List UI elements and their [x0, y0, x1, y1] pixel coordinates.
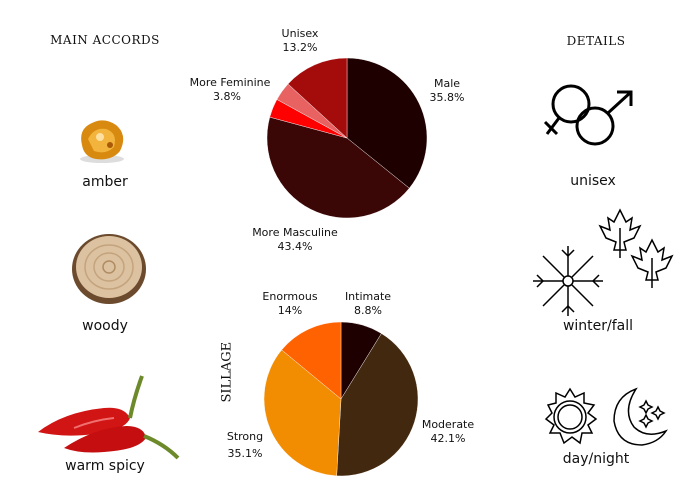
pie-slice-enormous: [281, 321, 342, 400]
maple-leaf-icon: [630, 238, 674, 288]
wood-slice-image: [72, 234, 146, 304]
pie1-label-male: Male 35.8%: [420, 77, 474, 105]
pie1-label-unisex: Unisex 13.2%: [270, 27, 330, 55]
slice-name: Intimate: [344, 290, 392, 303]
pie-slice-more-masculine: [266, 116, 410, 219]
details-title: DETAILS: [566, 34, 626, 48]
slice-name: More Feminine: [189, 76, 271, 89]
slice-value: 14%: [277, 304, 303, 317]
slice-value: 35.1%: [227, 447, 263, 460]
slice-name: Unisex: [281, 27, 319, 40]
amber-image: [80, 120, 124, 163]
slice-value: 3.8%: [213, 90, 241, 103]
pie-slice-moderate: [336, 333, 419, 477]
slice-name: Moderate: [421, 418, 475, 431]
moon-icon: [613, 387, 668, 446]
pie1-label-more-masculine: More Masculine 43.4%: [245, 226, 345, 254]
slice-value: 35.8%: [429, 91, 465, 104]
detail-label-winter-fall: winter/fall: [562, 318, 634, 334]
detail-label-unisex: unisex: [570, 173, 616, 189]
gender-symbols-icon: [543, 84, 633, 146]
pie-slice-strong: [263, 349, 342, 477]
pie2-label-enormous: Enormous 14%: [262, 290, 318, 318]
sun-moon-icon: [544, 387, 668, 446]
accord-label-woody: woody: [82, 318, 128, 334]
pie2-label-intimate: Intimate 8.8%: [340, 290, 396, 318]
maple-leaf-icon: [598, 208, 642, 258]
accord-label-amber: amber: [82, 174, 128, 190]
slice-value: 42.1%: [430, 432, 466, 445]
slice-name: Strong: [226, 430, 264, 443]
slice-value: 13.2%: [282, 41, 318, 54]
detail-label-day-night: day/night: [562, 451, 630, 467]
snowflake-leaves-icon: [533, 208, 674, 316]
slice-value: 43.4%: [277, 240, 313, 253]
slice-value: 8.8%: [354, 304, 382, 317]
pie-slice-unisex: [287, 57, 348, 139]
sun-icon: [544, 387, 598, 445]
pie2-label-strong: Strong 35.1%: [220, 428, 270, 462]
snowflake-icon: [533, 246, 603, 316]
pie1-label-more-feminine: More Feminine 3.8%: [180, 76, 280, 104]
chili-pepper-image: [38, 375, 180, 460]
pie2-label-moderate: Moderate 42.1%: [418, 418, 478, 446]
slice-name: Male: [433, 77, 461, 90]
sillage-title: SILLAGE: [219, 341, 235, 403]
main-accords-title: MAIN ACCORDS: [50, 33, 160, 47]
slice-name: More Masculine: [252, 226, 338, 239]
slice-name: Enormous: [262, 290, 318, 303]
accord-label-warm-spicy: warm spicy: [65, 458, 145, 474]
pie-slice-male: [346, 57, 428, 189]
